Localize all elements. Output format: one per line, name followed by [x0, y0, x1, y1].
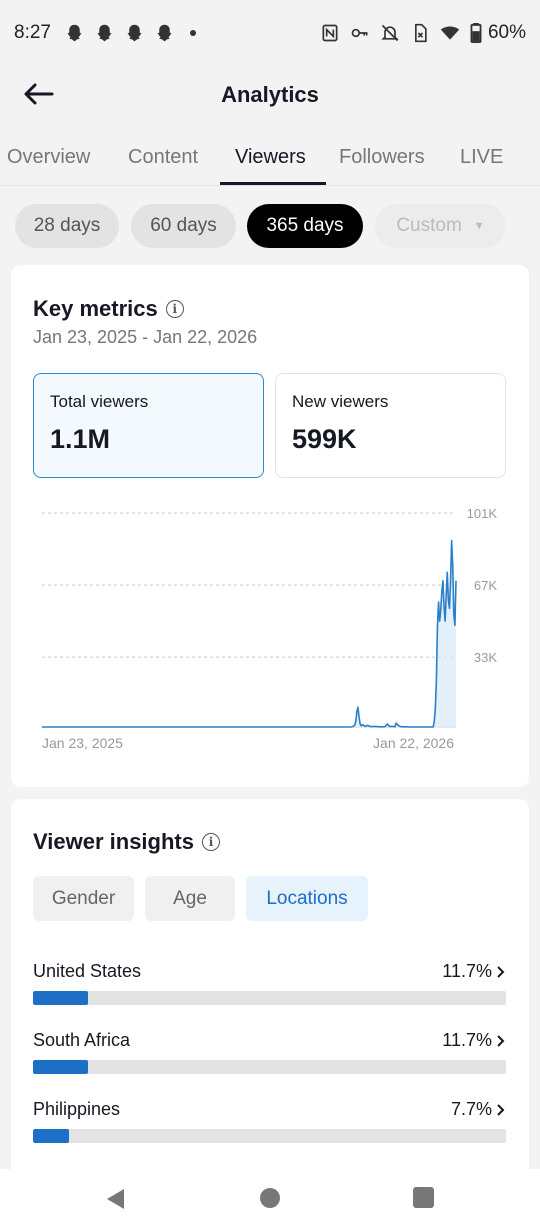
chart-line: [42, 539, 457, 728]
period-365-days-chip[interactable]: 365 days: [247, 204, 363, 248]
insight-tab-label: Locations: [266, 887, 348, 909]
total-viewers-metric[interactable]: Total viewers 1.1M: [33, 373, 264, 478]
nav-home-icon[interactable]: [259, 1187, 281, 1209]
location-name: United States: [33, 961, 142, 981]
caret-down-icon: ▼: [473, 220, 485, 232]
location-bar-fill: [33, 991, 89, 1005]
page-title: Analytics: [221, 82, 319, 107]
status-bar: 8:27 60%: [0, 0, 540, 66]
insight-tab-label: Age: [173, 887, 207, 909]
tab-viewers[interactable]: Viewers: [235, 146, 306, 168]
location-name: South Africa: [33, 1030, 131, 1050]
chip-label: 60 days: [150, 215, 217, 236]
period-28-days-chip[interactable]: 28 days: [15, 204, 119, 248]
chip-label: 365 days: [266, 215, 344, 236]
location-percent: 7.7%: [451, 1099, 506, 1120]
location-bar-fill: [33, 1129, 70, 1143]
key-metrics-title: Key metrics: [33, 296, 158, 321]
metric-label: Total viewers: [50, 392, 149, 411]
location-percent: 11.7%: [442, 961, 506, 982]
chevron-right-icon: [497, 965, 505, 978]
key-icon: [351, 28, 368, 38]
location-row[interactable]: Philippines 7.7%: [33, 1099, 506, 1149]
nav-back-icon[interactable]: [104, 1187, 126, 1211]
bell-off-icon: [381, 24, 399, 42]
app-header: Analytics: [0, 66, 540, 124]
y-tick-label: 101K: [467, 506, 498, 521]
location-bar: [33, 991, 506, 1005]
snapchat-notification-icon: [97, 24, 112, 41]
more-notifications-dot-icon: [189, 30, 196, 36]
location-percent: 11.7%: [442, 1030, 506, 1051]
location-bar: [33, 1129, 506, 1143]
location-name: Philippines: [33, 1099, 121, 1119]
snapchat-notification-icon: [157, 24, 172, 41]
viewers-line-chart: 101K 67K 33K Jan 23, 2025 Jan 22, 2026: [11, 500, 529, 760]
location-percent-value: 7.7%: [450, 1099, 492, 1119]
nav-recents-icon[interactable]: [413, 1187, 434, 1208]
back-button[interactable]: [20, 78, 56, 110]
snapchat-notification-icon: [127, 24, 142, 41]
viewer-insights-heading: Viewer insights i: [33, 829, 220, 855]
location-percent-value: 11.7%: [442, 961, 492, 981]
tab-live[interactable]: LIVE: [460, 146, 504, 168]
chevron-right-icon: [497, 1103, 505, 1116]
x-end-label: Jan 22, 2026: [373, 735, 454, 751]
viewer-insights-card: Viewer insights i Gender Age Locations U…: [11, 799, 529, 1169]
info-icon[interactable]: i: [201, 833, 220, 851]
location-bar-fill: [33, 1060, 89, 1074]
viewer-insights-title: Viewer insights: [33, 829, 194, 854]
analytics-tabs: Overview Content Viewers Followers LIVE: [0, 132, 540, 186]
chip-label: 28 days: [33, 215, 101, 236]
location-row[interactable]: United States 11.7%: [33, 961, 506, 1011]
chevron-right-icon: [497, 1034, 505, 1047]
metric-value: 599K: [292, 424, 357, 454]
info-icon[interactable]: i: [165, 300, 184, 318]
x-start-label: Jan 23, 2025: [42, 735, 123, 751]
chart-area: [42, 540, 456, 727]
snapchat-notification-icon: [67, 24, 82, 41]
metric-value: 1.1M: [50, 424, 111, 454]
tab-content[interactable]: Content: [128, 146, 199, 168]
arrow-left-icon: [24, 83, 54, 105]
insight-tab-locations[interactable]: Locations: [246, 876, 368, 921]
wifi-icon: [440, 26, 460, 40]
date-range: Jan 23, 2025 - Jan 22, 2026: [33, 327, 258, 347]
nfc-icon: [322, 24, 338, 42]
status-time: 8:27: [14, 22, 51, 43]
key-metrics-heading: Key metrics i: [33, 296, 184, 322]
location-bar: [33, 1060, 506, 1074]
period-60-days-chip[interactable]: 60 days: [131, 204, 236, 248]
chart-svg: 101K 67K 33K Jan 23, 2025 Jan 22, 2026: [42, 506, 498, 751]
system-nav-bar: [0, 1169, 540, 1230]
insight-tab-gender[interactable]: Gender: [33, 876, 134, 921]
chip-label: Custom: [396, 215, 462, 236]
tab-overview[interactable]: Overview: [7, 146, 91, 168]
sim-card-icon: [414, 23, 427, 43]
key-metrics-card: Key metrics i Jan 23, 2025 - Jan 22, 202…: [11, 265, 529, 787]
location-percent-value: 11.7%: [442, 1030, 492, 1050]
period-custom-chip[interactable]: Custom ▼: [375, 204, 506, 248]
tab-followers[interactable]: Followers: [339, 146, 425, 168]
active-tab-indicator: [220, 182, 326, 185]
battery-percent: 60%: [487, 22, 526, 43]
location-row[interactable]: South Africa 11.7%: [33, 1030, 506, 1080]
insight-tab-label: Gender: [51, 887, 116, 909]
new-viewers-metric[interactable]: New viewers 599K: [275, 373, 506, 478]
y-tick-label: 33K: [474, 650, 497, 665]
insight-tab-age[interactable]: Age: [145, 876, 235, 921]
y-tick-label: 67K: [474, 578, 497, 593]
battery-icon: [470, 23, 482, 43]
metric-label: New viewers: [292, 392, 389, 411]
